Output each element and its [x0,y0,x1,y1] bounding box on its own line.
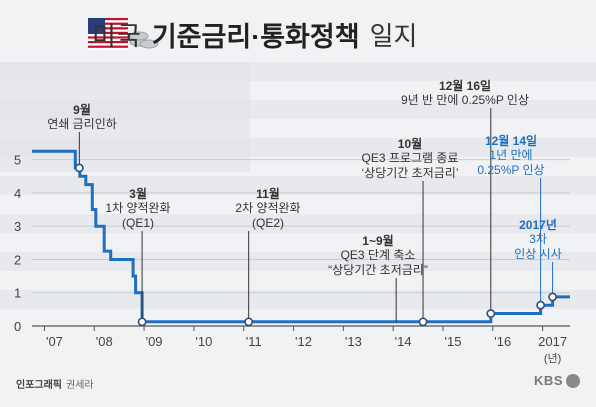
x-tick-label: '15 [444,334,461,349]
annotation-text: 3차 [529,232,547,246]
flag-white-stripe [88,38,128,41]
x-tick-label: '13 [345,334,362,349]
annotation-marker [74,163,84,173]
annotation-text: 2차 양적완화 [235,201,300,215]
flag-stripe [0,176,596,195]
x-axis-label: (년) [544,352,561,365]
flag-red-stripe [88,18,128,21]
coin [139,39,159,49]
x-tick-label: '09 [146,334,163,349]
y-tick-label: 3 [14,219,21,234]
flag-stripe [0,290,596,309]
page-title: 미국 기준금리·통화정책 일지 [92,14,417,54]
kbs-logo: KBS [534,372,580,388]
rate-line [32,149,570,324]
annotation-text: QE3 프로그램 종료 [362,151,459,165]
coin [129,31,149,41]
flag-white-stripe [88,24,128,28]
annotation-text: ‘상당기간 초저금리’ [362,166,459,180]
y-tick-label: 2 [14,252,21,267]
flag-white-stripe [88,43,128,46]
coins-icon [129,31,159,49]
x-tick-label: '16 [494,334,511,349]
x-tick-label: '08 [96,334,113,349]
annotation-text: 1년 만에 [489,148,532,162]
flag-red-stripe [88,22,128,25]
title-part-3: 일지 [369,20,418,51]
credit: 인포그래픽 권세라 [16,376,94,391]
flag-red-stripe [88,31,128,35]
x-tick-label: '11 [246,334,262,349]
annotation-date: 9월 [73,102,91,117]
annotation-text: 0.25%P 인상 [477,163,544,177]
annotation-text: 인상 시사 [514,247,562,261]
logo-circle-icon [566,373,580,388]
x-tick-label: '07 [46,334,63,349]
annotation-marker [536,300,546,310]
flag-white-stripe [88,47,128,51]
y-tick-label: 0 [14,319,21,334]
annotation-marker [486,309,496,318]
title-part-1: 미국 [92,20,142,51]
annotation-text: (QE1) [122,216,154,230]
flag-red-stripe [88,27,128,30]
annotation-date: 11월 [256,186,280,201]
flag-white-stripe [88,20,128,23]
x-tick-label: '14 [395,334,412,349]
logo-text: KBS [534,373,563,389]
annotation-text: 9년 반 만에 0.25%P 인상 [401,93,529,107]
annotation-date: 12월 16일 [439,78,491,93]
annotation-date: 2017년 [519,218,557,232]
annotation-text: QE3 단계 축소 [341,248,416,262]
annotation-text: (QE2) [252,216,284,230]
annotation-text: 1차 양적완화 [105,201,170,215]
annotation-marker [548,292,557,302]
x-tick-label: 2017 [538,334,567,349]
credit-label: 인포그래픽 [16,380,62,391]
y-tick-label: 1 [14,286,21,301]
annotation-text: “상당기간 초저금리” [328,263,428,277]
flag-stripe [0,252,596,271]
flag-stripe [0,214,596,233]
x-tick-label: '10 [195,334,212,349]
y-tick-label: 4 [14,186,21,201]
x-tick-label: '12 [295,334,312,349]
flag-canton [0,62,250,172]
flag-red-stripe [88,36,128,39]
flag-white-stripe [88,29,128,32]
flag-red-stripe [88,45,128,48]
annotation-marker [418,317,428,327]
flag-red-stripe [88,41,128,44]
annotation-marker [137,317,147,327]
annotation-text: 연쇄 금리인하 [47,117,117,131]
credit-author: 권세라 [66,380,94,391]
flag-canton-icon [88,18,105,34]
flag-white-stripe [88,34,128,37]
title-part-2: 기준금리·통화정책 [151,21,360,52]
annotation-date: 3월 [129,186,147,201]
us-flag-icon [88,18,128,51]
annotation-date: 1~9월 [362,233,393,248]
annotation-marker [244,317,254,327]
annotation-date: 10월 [398,136,422,151]
y-tick-label: 5 [14,153,21,168]
annotation-date: 12월 14일 [485,133,537,148]
